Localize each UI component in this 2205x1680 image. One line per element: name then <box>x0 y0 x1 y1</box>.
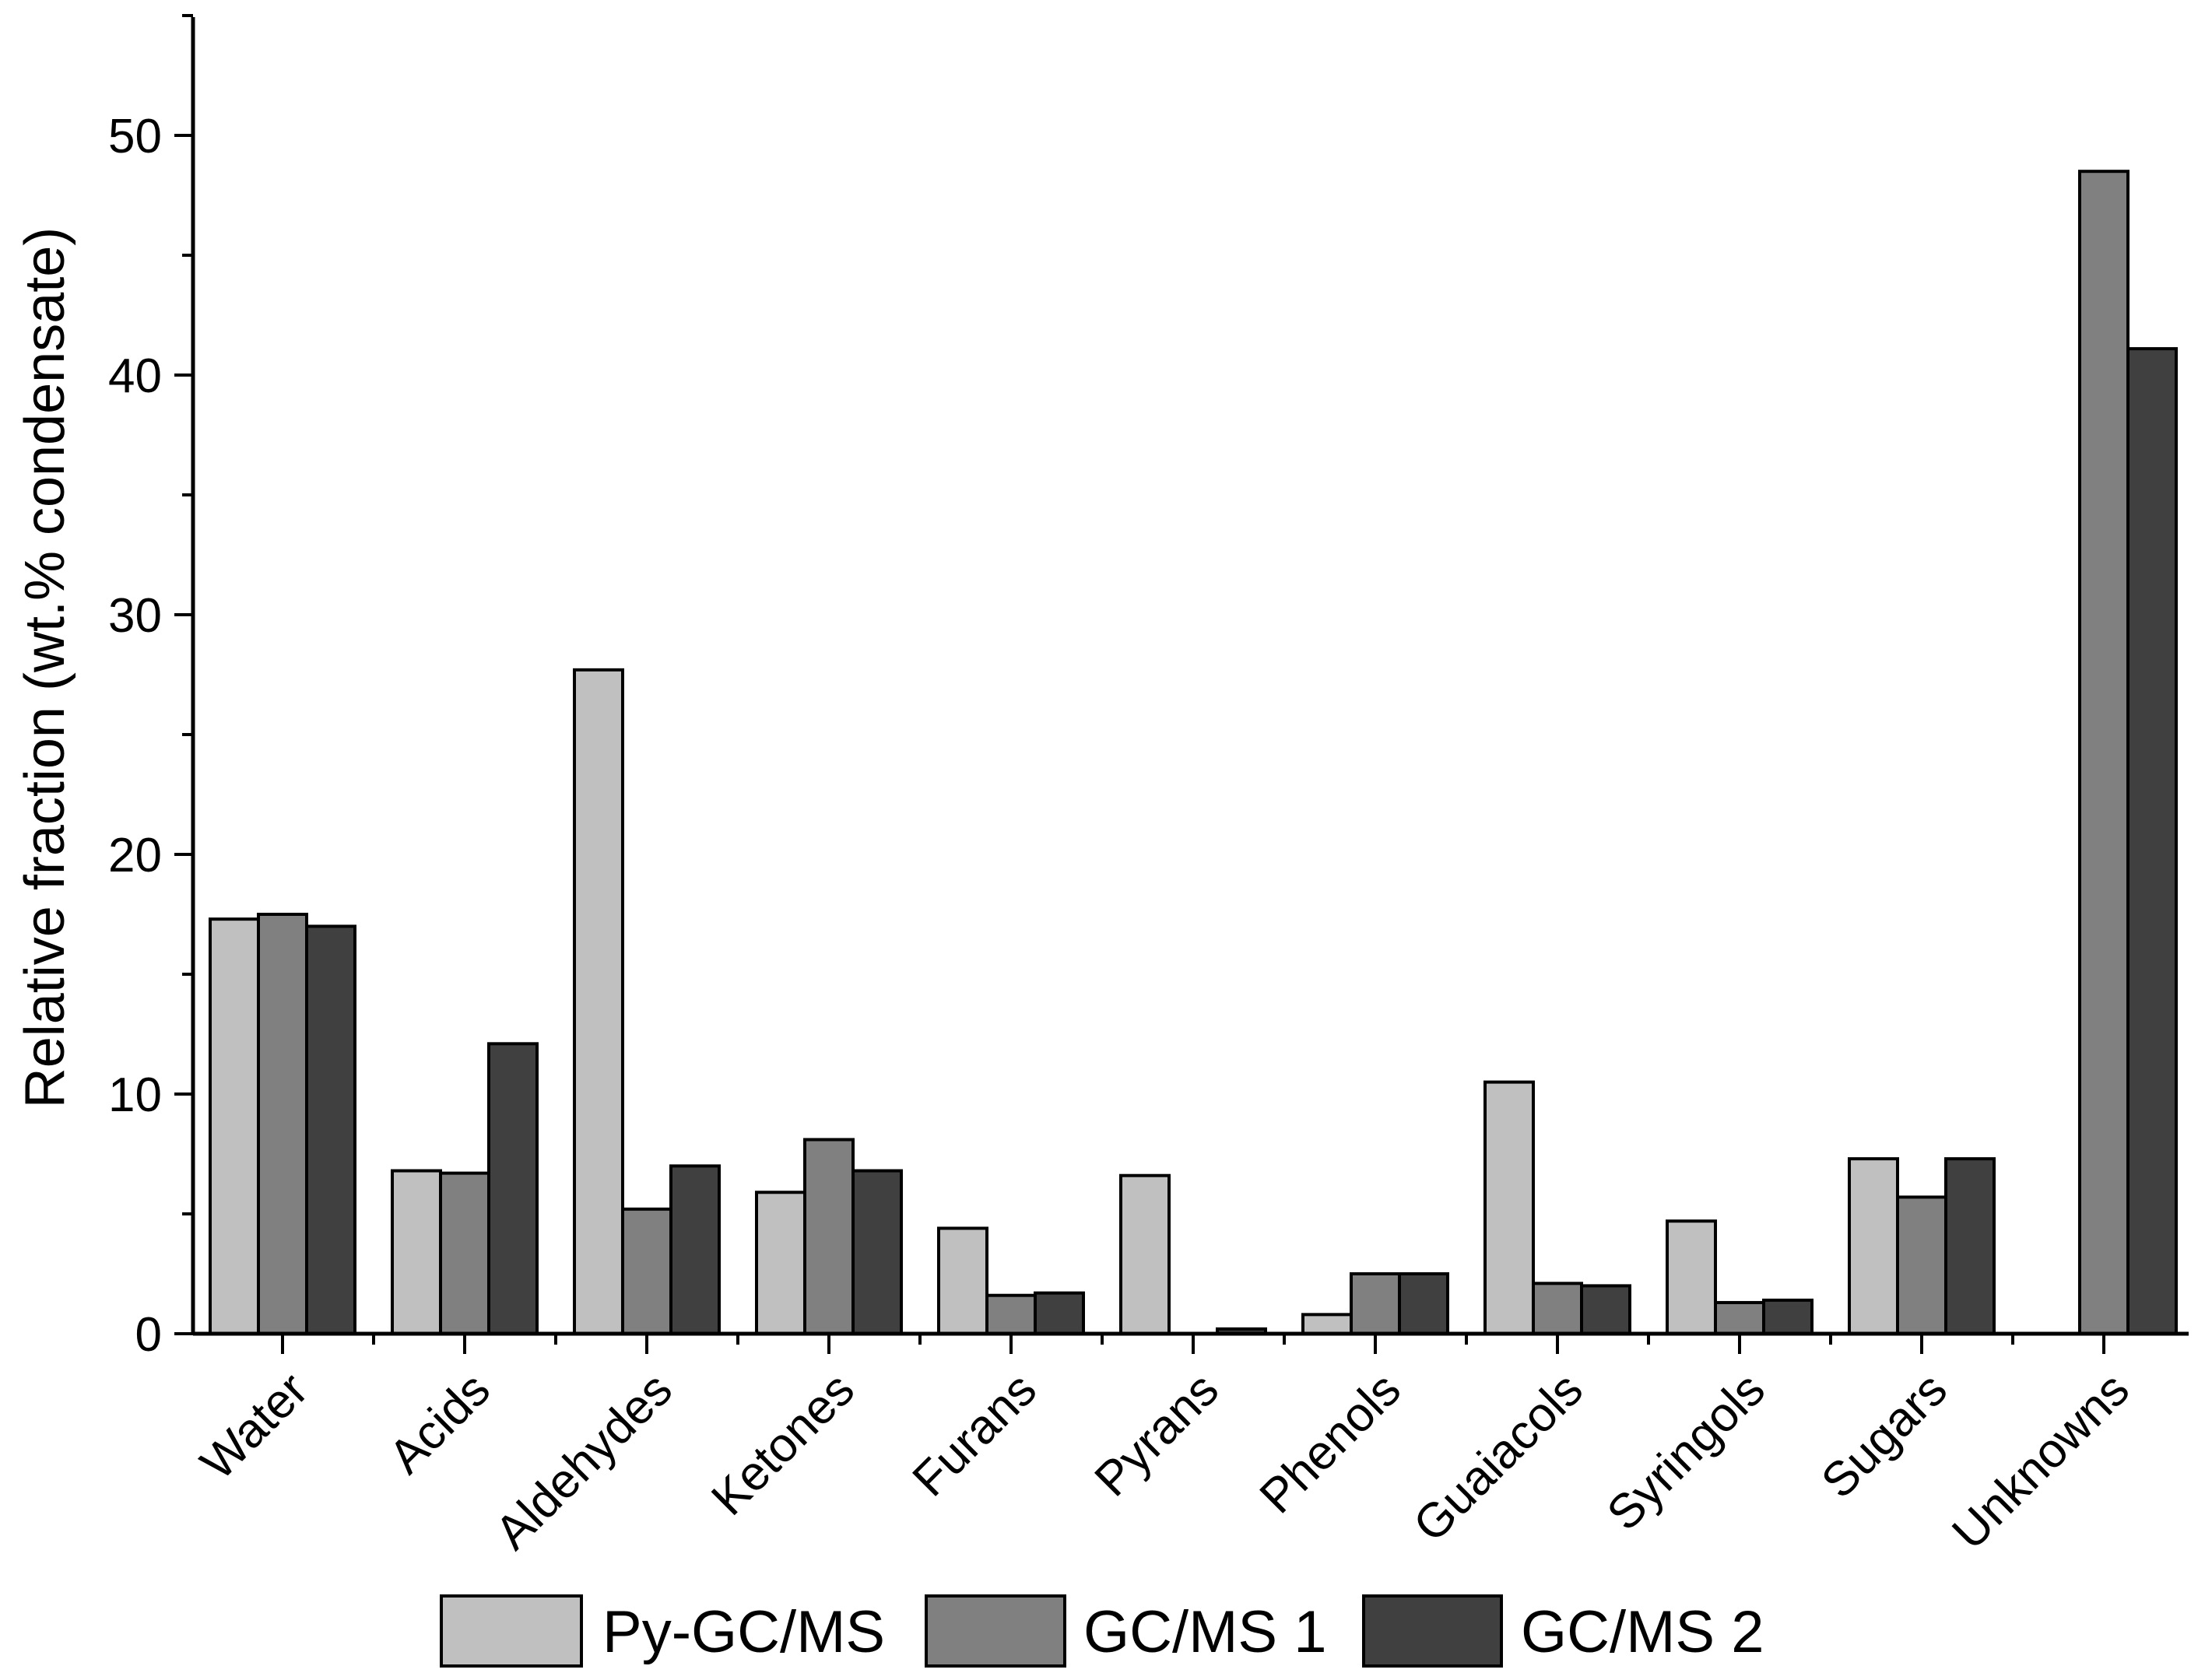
bar-furans-gc-ms-1 <box>985 1293 1037 1335</box>
bar-acids-py-gc-ms <box>391 1169 442 1336</box>
bar-furans-gc-ms-2 <box>1034 1291 1085 1336</box>
bar-syringols-gc-ms-2 <box>1762 1298 1814 1336</box>
bar-ketones-gc-ms-1 <box>803 1138 855 1336</box>
x-tick-label-phenols: Phenols <box>1250 1363 1411 1524</box>
x-tick-label-syringols: Syringols <box>1597 1363 1775 1541</box>
x-tick-label-pyrans: Pyrans <box>1085 1363 1229 1506</box>
y-axis-title: Relative fraction (wt.% condensate) <box>14 227 76 1109</box>
bar-pyrans-py-gc-ms <box>1119 1173 1171 1335</box>
bar-guaiacols-gc-ms-1 <box>1532 1282 1583 1335</box>
x-tick-label-acids: Acids <box>379 1363 500 1484</box>
legend-label-py-gc-ms: Py-GC/MS <box>602 1599 885 1665</box>
bar-phenols-py-gc-ms <box>1301 1313 1353 1335</box>
bar-water-gc-ms-1 <box>257 913 308 1335</box>
x-tick-label-unknowns: Unknowns <box>1942 1363 2139 1559</box>
bar-guaiacols-gc-ms-2 <box>1580 1284 1631 1336</box>
bar-acids-gc-ms-1 <box>439 1171 490 1336</box>
bar-aldehydes-gc-ms-2 <box>669 1164 721 1336</box>
x-tick-label-water: Water <box>191 1363 318 1490</box>
y-tick-label-0: 0 <box>135 1308 162 1362</box>
bar-aldehydes-py-gc-ms <box>573 668 624 1335</box>
y-tick-label-20: 20 <box>108 829 162 882</box>
bar-sugars-py-gc-ms <box>1848 1157 1899 1336</box>
x-tick-label-furans: Furans <box>903 1363 1047 1506</box>
legend-swatch-py-gc-ms <box>440 1594 583 1668</box>
y-ticks: 0 10 20 30 40 50 <box>108 14 193 1362</box>
bar-syringols-py-gc-ms <box>1666 1219 1717 1335</box>
legend-label-gc-ms-1: GC/MS 1 <box>1083 1599 1327 1665</box>
y-tick-label-50: 50 <box>108 110 162 163</box>
y-tick-label-30: 30 <box>108 589 162 643</box>
bar-sugars-gc-ms-2 <box>1944 1157 1996 1336</box>
y-tick-label-40: 40 <box>108 349 162 403</box>
bar-aldehydes-gc-ms-1 <box>621 1207 672 1335</box>
bar-unknowns-gc-ms-2 <box>2126 347 2178 1335</box>
bars-layer <box>209 170 2178 1336</box>
legend-swatch-gc-ms-1 <box>925 1594 1066 1668</box>
bar-water-py-gc-ms <box>209 917 260 1336</box>
legend-swatch-gc-ms-2 <box>1362 1594 1503 1668</box>
axes-layer <box>191 17 2189 1336</box>
bar-water-gc-ms-2 <box>305 924 356 1335</box>
bar-acids-gc-ms-2 <box>487 1042 539 1335</box>
legend: Py-GC/MS GC/MS 1 GC/MS 2 <box>440 1594 1764 1668</box>
bar-phenols-gc-ms-2 <box>1398 1272 1449 1335</box>
x-tick-label-aldehydes: Aldehydes <box>485 1363 683 1560</box>
bar-unknowns-gc-ms-1 <box>2078 170 2130 1336</box>
bar-phenols-gc-ms-1 <box>1350 1272 1401 1335</box>
x-tick-label-ketones: Ketones <box>701 1363 865 1526</box>
bar-furans-py-gc-ms <box>937 1226 988 1335</box>
y-tick-label-10: 10 <box>108 1068 162 1122</box>
bar-guaiacols-py-gc-ms <box>1483 1080 1535 1335</box>
legend-label-gc-ms-2: GC/MS 2 <box>1521 1599 1764 1665</box>
bar-ketones-py-gc-ms <box>755 1191 806 1336</box>
bar-syringols-gc-ms-1 <box>1714 1300 1765 1335</box>
bar-ketones-gc-ms-2 <box>851 1169 903 1336</box>
x-tick-label-guaiacols: Guaiacols <box>1403 1363 1593 1552</box>
x-tick-label-sugars: Sugars <box>1811 1363 1957 1509</box>
bar-sugars-gc-ms-1 <box>1896 1195 1947 1335</box>
